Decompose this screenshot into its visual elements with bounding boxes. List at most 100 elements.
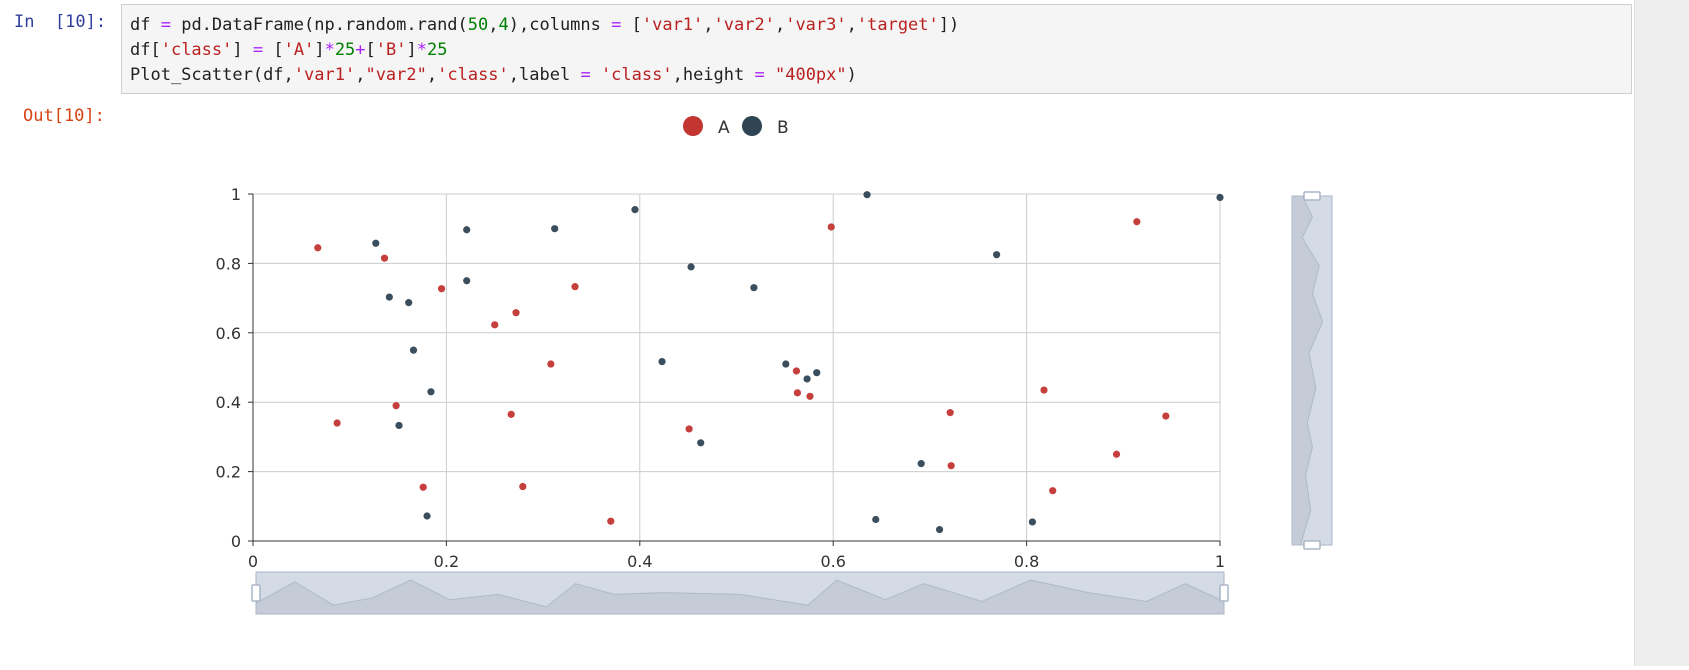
scatter-point-b[interactable] (395, 421, 403, 430)
code-token: 'A' (283, 40, 315, 60)
code-token: 50 (467, 15, 489, 35)
scatter-point-b[interactable] (697, 439, 705, 447)
y-tick-label: 0.8 (216, 254, 241, 273)
legend-marker-b[interactable] (742, 116, 762, 136)
scatter-point-b[interactable] (372, 239, 380, 247)
scatter-point-a[interactable] (507, 410, 515, 418)
code-token: , (703, 15, 714, 35)
scatter-point-a[interactable] (827, 223, 835, 231)
code-token: 'target' (856, 15, 939, 35)
scatter-point-b[interactable] (993, 251, 1001, 259)
scatter-point-a[interactable] (792, 367, 801, 375)
scatter-point-b[interactable] (803, 375, 811, 383)
scatter-point-b[interactable] (463, 226, 471, 234)
scatter-point-b[interactable] (631, 206, 639, 214)
scatter-point-b[interactable] (1028, 518, 1037, 526)
scatter-point-a[interactable] (571, 283, 579, 291)
x-tick-label: 0.8 (1014, 552, 1039, 571)
code-token: = (160, 15, 171, 35)
code-token: 'var3' (785, 15, 847, 35)
scatter-point-a[interactable] (333, 419, 341, 427)
x-datazoom-handle-left[interactable] (251, 584, 261, 602)
code-token: "400px" (774, 65, 847, 85)
code-token (591, 65, 601, 85)
scatter-point-a[interactable] (806, 392, 814, 400)
scatter-point-a[interactable] (1112, 450, 1121, 458)
y-datazoom-handle-top[interactable] (1303, 191, 1321, 201)
y-tick-label: 0 (231, 532, 241, 551)
scatter-point-b[interactable] (385, 293, 393, 301)
scatter-point-a[interactable] (793, 389, 802, 397)
code-token: = (580, 65, 591, 85)
scatter-point-a[interactable] (491, 321, 499, 329)
scatter-point-a[interactable] (547, 360, 555, 368)
code-token: [ (365, 40, 376, 60)
scatter-point-b[interactable] (935, 525, 944, 534)
y-datazoom-shadow (1291, 195, 1324, 546)
scatter-point-b[interactable] (917, 460, 925, 468)
code-cell-editor[interactable]: df = pd.DataFrame(np.random.rand(50,4),c… (121, 4, 1632, 94)
code-token: , (846, 15, 857, 35)
code-line-3: Plot_Scatter(df,'var1',"var2",'class',la… (130, 63, 1623, 88)
code-token: = (611, 15, 622, 35)
scatter-point-b[interactable] (405, 299, 413, 307)
code-token: (df, (252, 65, 294, 85)
legend-label-b: B (777, 118, 789, 138)
code-token: 'class' (160, 40, 233, 60)
scatter-point-a[interactable] (419, 483, 427, 491)
code-token: , (426, 65, 438, 85)
scatter-point-a[interactable] (392, 402, 400, 410)
code-token: pd.DataFrame(np.random.rand( (170, 15, 468, 35)
code-token: 'class' (437, 65, 509, 85)
code-token: ]) (938, 15, 960, 35)
scatter-point-b[interactable] (427, 388, 435, 396)
legend-marker-a[interactable] (683, 116, 703, 136)
scatter-point-b[interactable] (687, 263, 695, 271)
x-tick-label: 0 (248, 552, 258, 571)
scatter-point-b[interactable] (423, 512, 431, 520)
y-tick-label: 0.6 (216, 324, 241, 343)
scatter-point-a[interactable] (437, 285, 446, 293)
scatter-point-a[interactable] (947, 462, 955, 470)
code-token: ) (846, 65, 857, 85)
code-token: 'var1' (641, 15, 704, 35)
code-token: * (324, 40, 335, 60)
scatter-point-b[interactable] (750, 284, 758, 292)
x-datazoom-handle-right[interactable] (1219, 584, 1229, 602)
scatter-point-a[interactable] (1162, 412, 1170, 420)
scatter-point-a[interactable] (946, 409, 954, 417)
x-datazoom-shadow (255, 579, 1225, 615)
scatter-point-a[interactable] (607, 517, 615, 525)
x-tick-label: 0.6 (820, 552, 845, 571)
scatter-point-b[interactable] (463, 277, 471, 285)
code-token: 'var1' (293, 65, 356, 85)
y-datazoom-handle-bottom[interactable] (1303, 540, 1321, 550)
scatter-point-a[interactable] (380, 254, 389, 262)
y-tick-label: 0.2 (216, 463, 241, 482)
scatter-point-b[interactable] (863, 191, 871, 199)
scatter-point-a[interactable] (519, 482, 527, 491)
scatter-point-a[interactable] (512, 309, 520, 317)
code-line-1: df = pd.DataFrame(np.random.rand(50,4),c… (130, 13, 1623, 38)
code-token: 25 (334, 40, 356, 60)
scatter-point-b[interactable] (658, 358, 666, 366)
scatter-point-b[interactable] (782, 360, 790, 368)
scatter-point-b[interactable] (551, 225, 559, 233)
output-prompt: Out[10]: (23, 106, 105, 126)
code-token: 25 (427, 40, 448, 60)
code-token: 'B' (375, 40, 407, 60)
scatter-point-a[interactable] (1040, 386, 1048, 394)
scatter-point-a[interactable] (314, 244, 322, 252)
code-token: ] (232, 40, 253, 60)
scatter-point-a[interactable] (1133, 218, 1141, 226)
scatter-point-b[interactable] (872, 515, 880, 524)
scatter-point-a[interactable] (685, 425, 693, 433)
scatter-point-a[interactable] (1049, 487, 1057, 495)
scatter-point-b[interactable] (813, 369, 821, 377)
code-token: df[ (130, 40, 161, 60)
scatter-point-b[interactable] (409, 346, 418, 354)
code-token: df (130, 15, 161, 35)
scatter-point-b[interactable] (1216, 193, 1224, 202)
notebook-scroll-gutter (1634, 0, 1689, 666)
code-token: 'var2' (713, 15, 775, 35)
